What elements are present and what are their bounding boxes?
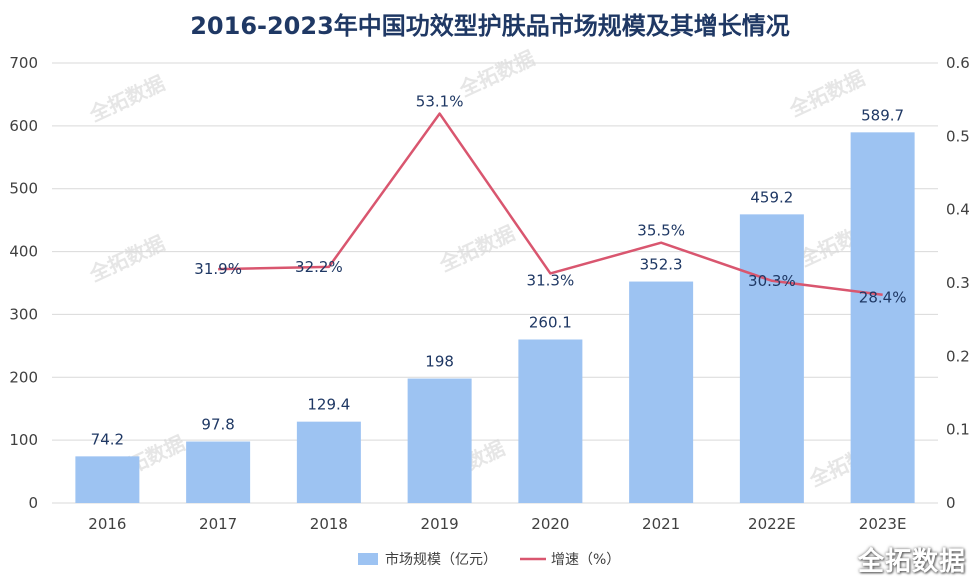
- line-data-label: 28.4%: [859, 289, 907, 307]
- x-tick-label: 2017: [199, 515, 237, 533]
- x-tick-label: 2019: [421, 515, 459, 533]
- line-data-label: 53.1%: [416, 93, 464, 111]
- line-data-label: 31.3%: [527, 271, 575, 289]
- bar-series: [75, 132, 915, 504]
- x-tick-label: 2018: [310, 515, 348, 533]
- right-tick-label: 0.6: [946, 54, 970, 72]
- line-data-label: 30.3%: [748, 272, 796, 290]
- watermark-text: 全拓数据: [455, 46, 539, 102]
- legend-bar-swatch: [358, 553, 378, 565]
- x-axis-labels: 2016 2017 2018 2019 2020 2021 2022E 2023E: [88, 515, 906, 533]
- left-tick-label: 200: [9, 368, 38, 386]
- watermark-text: 全拓数据: [435, 221, 519, 277]
- line-data-label: 35.5%: [637, 222, 685, 240]
- line-data-labels: 31.9% 32.2% 53.1% 31.3% 35.5% 30.3% 28.4%: [194, 93, 906, 307]
- bar: [739, 214, 804, 504]
- bar: [850, 132, 915, 503]
- bar: [296, 421, 361, 503]
- right-tick-label: 0.4: [946, 201, 970, 219]
- bar-data-label: 74.2: [91, 430, 124, 448]
- bar-data-label: 260.1: [529, 314, 572, 332]
- bar-data-labels: 74.2 97.8 129.4 198 260.1 352.3 459.2 589.7: [91, 106, 904, 448]
- line-series: [218, 112, 883, 296]
- left-tick-label: 500: [9, 180, 38, 198]
- bar-data-label: 129.4: [307, 396, 350, 414]
- legend-bar-label: 市场规模（亿元）: [385, 551, 497, 568]
- bar: [518, 339, 583, 503]
- growth-line: [218, 112, 883, 296]
- watermark-text: 全拓数据: [85, 71, 169, 127]
- watermark-text: 全拓数据: [85, 231, 169, 287]
- right-tick-label: 0.3: [946, 274, 970, 292]
- bar-data-label: 352.3: [640, 256, 683, 274]
- bar: [407, 378, 472, 503]
- x-tick-label: 2016: [88, 515, 126, 533]
- chart-title: 2016-2023年中国功效型护肤品市场规模及其增长情况: [190, 12, 790, 40]
- x-tick-label: 2021: [642, 515, 680, 533]
- bar: [186, 441, 251, 503]
- left-tick-label: 300: [9, 305, 38, 323]
- left-tick-label: 400: [9, 243, 38, 261]
- bar-data-label: 198: [425, 353, 454, 371]
- left-axis-ticks: 0 100 200 300 400 500 600 700: [9, 54, 38, 512]
- bar-data-label: 459.2: [750, 188, 793, 206]
- left-tick-label: 600: [9, 117, 38, 135]
- line-data-label: 31.9%: [194, 260, 242, 278]
- x-tick-label: 2022E: [748, 515, 796, 533]
- bar-data-label: 589.7: [861, 106, 904, 124]
- legend-line-label: 增速（%）: [551, 552, 620, 568]
- right-tick-label: 0.5: [946, 127, 970, 145]
- x-tick-label: 2023E: [859, 515, 907, 533]
- right-tick-label: 0.1: [946, 421, 970, 439]
- left-tick-label: 100: [9, 431, 38, 449]
- line-data-label: 32.2%: [295, 258, 343, 276]
- watermark-text: 全拓数据: [785, 66, 869, 122]
- x-tick-label: 2020: [531, 515, 569, 533]
- bar: [629, 281, 694, 503]
- right-tick-label: 0.2: [946, 347, 970, 365]
- corner-watermark: 全拓数据: [857, 547, 966, 577]
- left-tick-label: 700: [9, 54, 38, 72]
- left-tick-label: 0: [28, 494, 38, 512]
- bar-data-label: 97.8: [201, 416, 234, 434]
- bar: [75, 456, 140, 503]
- right-tick-label: 0: [946, 494, 956, 512]
- right-axis-ticks: 0 0.1 0.2 0.3 0.4 0.5 0.6: [946, 54, 970, 512]
- legend: 市场规模（亿元） 增速（%）: [358, 551, 620, 568]
